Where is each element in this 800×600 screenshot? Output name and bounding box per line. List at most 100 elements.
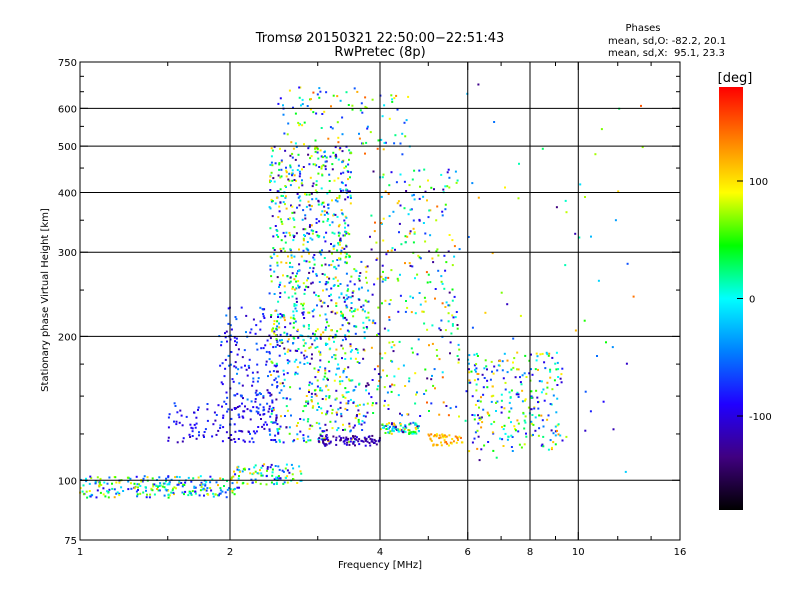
data-point xyxy=(398,231,400,234)
data-point xyxy=(281,469,284,472)
data-point xyxy=(323,375,326,378)
data-point xyxy=(345,443,348,446)
data-point xyxy=(276,381,279,384)
data-point xyxy=(294,275,297,278)
data-point xyxy=(426,199,428,202)
data-point xyxy=(273,145,276,148)
data-point xyxy=(310,155,313,158)
data-point xyxy=(351,379,354,382)
data-point xyxy=(278,477,281,480)
data-point xyxy=(324,263,327,266)
data-point xyxy=(282,369,285,372)
data-point xyxy=(271,401,274,404)
data-point xyxy=(503,407,506,410)
data-point xyxy=(172,487,174,490)
data-point xyxy=(314,376,317,379)
data-point xyxy=(366,382,369,385)
data-point xyxy=(486,368,488,371)
data-point xyxy=(344,338,347,341)
data-point xyxy=(517,422,520,425)
data-point xyxy=(303,354,306,357)
data-point xyxy=(320,155,323,158)
data-point xyxy=(174,405,177,407)
data-point xyxy=(85,490,88,493)
data-point xyxy=(267,391,270,394)
data-point xyxy=(106,482,109,485)
data-point xyxy=(332,336,334,339)
data-point xyxy=(346,438,348,441)
data-point xyxy=(173,486,176,489)
data-point xyxy=(143,475,146,478)
data-point xyxy=(303,288,306,291)
data-point xyxy=(282,397,285,400)
data-point xyxy=(272,346,275,349)
data-point xyxy=(473,414,476,417)
data-point xyxy=(370,440,373,443)
data-point xyxy=(314,150,317,153)
data-point xyxy=(332,94,335,97)
data-point xyxy=(324,423,327,426)
data-point xyxy=(436,248,439,251)
data-point xyxy=(447,250,450,253)
data-point xyxy=(258,392,261,395)
data-point xyxy=(338,367,340,370)
data-point xyxy=(257,377,260,380)
data-point xyxy=(358,132,360,135)
data-point xyxy=(349,437,352,440)
data-point xyxy=(340,249,343,252)
data-point xyxy=(537,368,539,371)
data-point xyxy=(297,164,300,167)
data-point xyxy=(554,362,557,365)
data-point xyxy=(316,379,319,382)
data-point xyxy=(291,266,294,269)
data-point xyxy=(333,379,336,382)
data-point xyxy=(114,476,117,479)
data-point xyxy=(327,305,329,308)
data-point xyxy=(309,224,311,227)
data-point xyxy=(318,166,321,168)
data-point xyxy=(555,206,558,209)
data-point xyxy=(259,403,262,406)
data-point xyxy=(547,414,550,417)
data-point xyxy=(318,87,321,90)
data-point xyxy=(176,441,179,444)
data-point xyxy=(321,430,324,433)
data-point xyxy=(335,411,338,414)
data-point xyxy=(339,188,342,191)
data-point xyxy=(201,483,204,486)
data-point xyxy=(397,430,400,433)
data-point xyxy=(365,270,368,273)
data-point xyxy=(447,320,450,323)
data-point xyxy=(274,202,277,205)
data-point xyxy=(346,441,349,444)
data-point xyxy=(370,396,373,399)
data-point xyxy=(115,492,118,495)
data-point xyxy=(111,482,113,485)
data-point xyxy=(408,232,411,235)
data-point xyxy=(275,365,277,368)
data-point xyxy=(348,330,350,333)
data-point xyxy=(312,182,315,185)
data-point xyxy=(535,389,538,392)
data-point xyxy=(287,255,289,258)
data-point xyxy=(274,162,277,165)
data-point xyxy=(435,443,438,446)
data-point xyxy=(519,381,522,384)
data-point xyxy=(325,318,328,321)
data-point xyxy=(233,336,236,339)
data-point xyxy=(344,428,347,431)
data-point xyxy=(449,352,451,355)
data-point xyxy=(389,430,392,433)
data-point xyxy=(230,417,233,420)
data-point xyxy=(337,242,340,245)
data-point xyxy=(294,292,297,295)
data-point xyxy=(91,494,94,497)
data-point xyxy=(419,257,422,260)
data-point xyxy=(262,409,265,412)
data-point xyxy=(540,414,543,417)
data-point xyxy=(333,179,336,182)
data-point xyxy=(278,439,281,442)
data-point xyxy=(551,356,554,359)
data-point xyxy=(302,239,305,242)
data-point xyxy=(233,423,236,426)
